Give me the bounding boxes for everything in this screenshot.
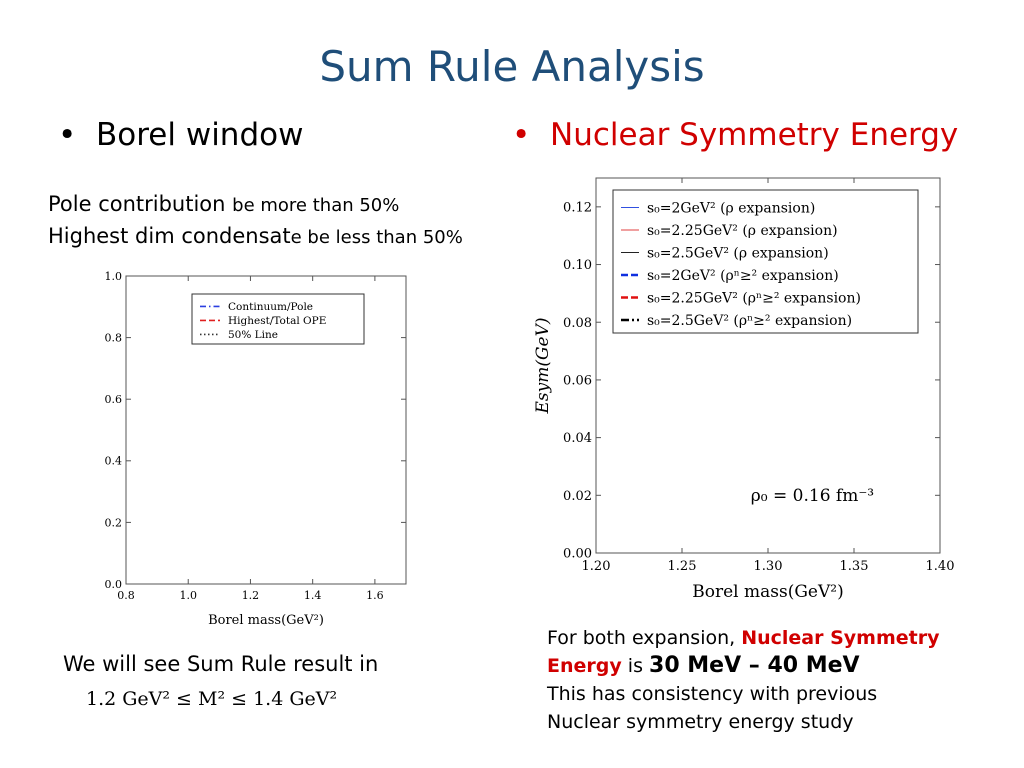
dim-note-small: e be less than 50% <box>290 227 463 248</box>
slide-title: Sum Rule Analysis <box>319 42 705 91</box>
conclusion-1b: Nuclear Symmetry <box>741 627 940 649</box>
y-tick-label: 0.12 <box>563 200 592 215</box>
legend-box <box>612 189 919 334</box>
bullet-dot: • <box>58 117 77 153</box>
legend-label: Continuum/Pole <box>228 301 313 313</box>
legend-label: Highest/Total OPE <box>228 315 326 327</box>
x-tick-label: 1.6 <box>366 589 384 602</box>
legend-label: s₀=2.25GeV² (ρ expansion) <box>647 223 838 239</box>
legend-label: s₀=2GeV² (ρ expansion) <box>647 200 815 216</box>
y-tick-label: 0.4 <box>105 455 123 468</box>
y-tick-label: 0.00 <box>563 547 592 562</box>
pole-note-main: Pole contribution <box>48 192 226 216</box>
x-tick-label: 0.8 <box>117 589 135 602</box>
x-axis-label: Borel mass(GeV²) <box>208 613 324 628</box>
conclusion-line-3: This has consistency with previous <box>547 683 878 705</box>
conclusion-2a: Energy <box>547 655 622 677</box>
bullet-nuclear-symmetry-energy: • Nuclear Symmetry Energy <box>512 117 958 153</box>
x-tick-label: 1.35 <box>840 559 869 574</box>
conclusion-line-4: Nuclear symmetry energy study <box>547 711 854 733</box>
legend-label: s₀=2.5GeV² (ρⁿ≥² expansion) <box>647 313 852 329</box>
x-tick-label: 1.4 <box>304 589 322 602</box>
bullet-borel-window: • Borel window <box>58 117 303 153</box>
x-tick-label: 1.30 <box>754 559 783 574</box>
borel-window-chart: 0.8 1.0 1.2 1.4 1.6 0.0 0.2 0.4 0.6 0.8 1.0 Borel m… <box>105 270 407 628</box>
x-tick-label: 1.40 <box>926 559 955 574</box>
pole-contribution-note: Pole contribution be more than 50% <box>48 188 399 222</box>
sumrule-text: We will see Sum Rule result in <box>63 652 379 676</box>
density-annotation: ρ₀ = 0.16 fm⁻³ <box>751 486 874 506</box>
conclusion-text: For both expansion, Nuclear Symmetry Ene… <box>547 624 940 736</box>
bullet-dot: • <box>512 117 531 153</box>
y-tick-label: 0.2 <box>105 516 123 529</box>
y-tick-label: 0.10 <box>563 258 592 273</box>
y-tick-label: 0.6 <box>105 393 123 406</box>
x-tick-label: 1.2 <box>242 589 260 602</box>
bullet-label: Nuclear Symmetry Energy <box>550 117 959 153</box>
bullet-label: Borel window <box>96 117 304 153</box>
y-axis-label: Esym(GeV) <box>533 317 553 414</box>
y-tick-label: 0.06 <box>563 373 592 388</box>
conclusion-2b: is <box>621 655 650 677</box>
conclusion-1a: For both expansion, <box>547 627 742 649</box>
dim-note-main: Highest dim condensat <box>48 224 291 248</box>
legend-label: s₀=2.25GeV² (ρⁿ≥² expansion) <box>647 290 861 306</box>
y-tick-label: 0.04 <box>563 431 592 446</box>
x-axis-label: Borel mass(GeV²) <box>692 582 843 602</box>
conclusion-line-2: Energy is 30 MeV – 40 MeV <box>547 652 940 680</box>
x-tick-label: 1.25 <box>668 559 697 574</box>
y-tick-label: 0.02 <box>563 489 592 504</box>
borel-range-formula: 1.2 GeV² ≤ M² ≤ 1.4 GeV² <box>86 688 338 710</box>
x-tick-label: 1.20 <box>582 559 611 574</box>
legend-label: s₀=2GeV² (ρⁿ≥² expansion) <box>647 268 839 284</box>
y-tick-label: 0.08 <box>563 316 592 331</box>
x-tick-label: 1.0 <box>179 589 197 602</box>
conclusion-line-1: For both expansion, Nuclear Symmetry <box>547 624 940 652</box>
symmetry-energy-chart: 1.20 1.25 1.30 1.35 1.40 0.00 0.02 0.04 0.06 0.08… <box>533 177 955 602</box>
legend-label: 50% Line <box>228 329 278 341</box>
y-tick-label: 0.0 <box>105 578 123 591</box>
highest-dim-note: Highest dim condensate be less than 50% <box>48 220 463 254</box>
y-tick-label: 0.8 <box>105 331 123 344</box>
y-tick-label: 1.0 <box>105 270 123 283</box>
pole-note-small: be more than 50% <box>232 195 400 216</box>
conclusion-2c: 30 MeV – 40 MeV <box>649 653 860 678</box>
legend-box <box>191 293 365 345</box>
legend-label: s₀=2.5GeV² (ρ expansion) <box>647 245 829 261</box>
